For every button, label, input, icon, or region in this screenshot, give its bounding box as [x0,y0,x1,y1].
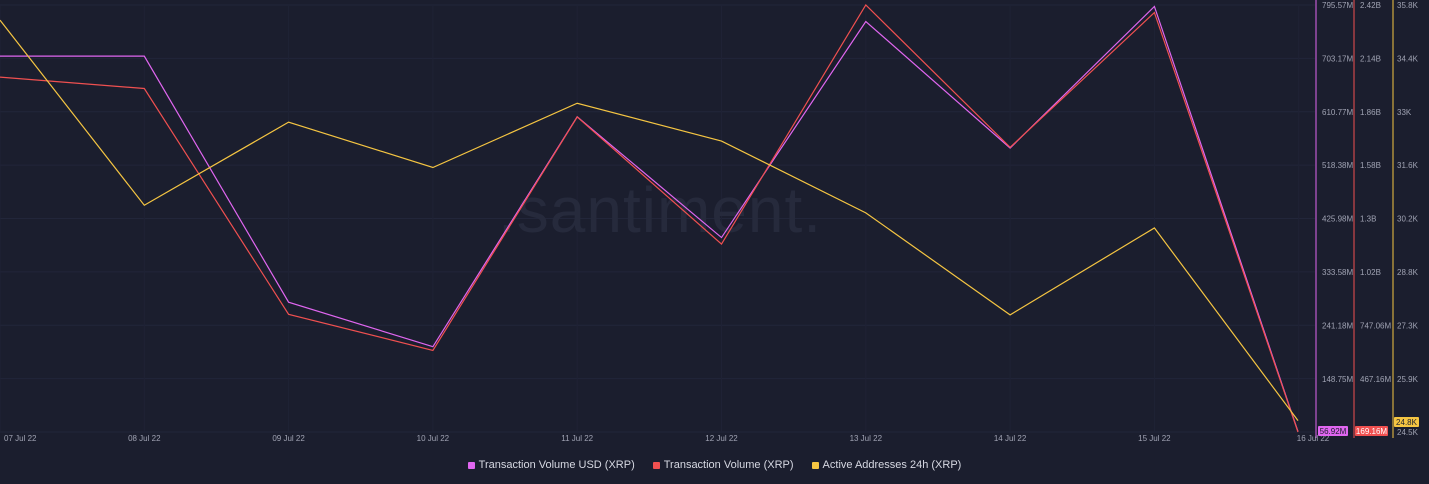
current-value-badges: 56.92M 169.16M 24.8K [1318,417,1419,436]
legend-item-transaction-volume-usd[interactable]: Transaction Volume USD (XRP) [467,459,635,471]
chart-legend: Transaction Volume USD (XRP) Transaction… [0,459,1429,471]
y-tick-label: 1.02B [1360,268,1381,277]
current-value-badge [1355,426,1388,436]
current-value-label: 169.16M [1356,427,1387,436]
y-tick-label: 25.9K [1397,375,1419,384]
x-axis-tick-labels: 07 Jul 22 08 Jul 22 09 Jul 22 10 Jul 22 11 J… [4,434,1330,443]
y-tick-label: 2.42B [1360,1,1381,10]
series-line [0,19,1299,422]
y-tick-label: 24.5K [1397,428,1419,437]
x-tick-label: 11 Jul 22 [561,434,593,443]
x-tick-label: 12 Jul 22 [705,434,738,443]
y-tick-label: 795.57M [1322,1,1353,10]
x-tick-label: 07 Jul 22 [4,434,37,443]
current-value-badge [1318,426,1348,436]
legend-swatch-icon [652,461,660,469]
y-tick-label: 1.86B [1360,108,1381,117]
y-tick-label: 333.58M [1322,268,1353,277]
y-tick-label: 33K [1397,108,1412,117]
y-tick-label: 2.14B [1360,54,1381,63]
y-tick-label: 610.77M [1322,108,1353,117]
y-tick-label: 34.4K [1397,54,1419,63]
y-tick-label: 703.17M [1322,54,1353,63]
y-tick-label: 35.8K [1397,1,1419,10]
y-tick-label: 31.6K [1397,161,1419,170]
x-tick-label: 09 Jul 22 [272,434,305,443]
current-value-badge [1394,417,1419,427]
y-tick-label: 1.58B [1360,161,1381,170]
legend-item-transaction-volume[interactable]: Transaction Volume (XRP) [652,459,794,471]
legend-swatch-icon [811,461,819,469]
x-tick-label: 15 Jul 22 [1138,434,1171,443]
y-tick-label: 28.8K [1397,268,1419,277]
x-tick-label: 14 Jul 22 [994,434,1027,443]
x-tick-label: 16 Jul 22 [1297,434,1330,443]
y-axis-tick-labels: 795.57M 703.17M 610.77M 518.38M 425.98M 333.5… [1322,1,1419,437]
legend-item-active-addresses[interactable]: Active Addresses 24h (XRP) [811,459,962,471]
y-tick-label: 1.3B [1360,215,1376,224]
current-value-label: 24.8K [1396,418,1418,427]
legend-label: Transaction Volume (XRP) [663,459,794,471]
y-tick-label: 518.38M [1322,161,1353,170]
legend-label: Transaction Volume USD (XRP) [478,459,635,471]
y-axis-lines [1315,0,1394,438]
legend-label: Active Addresses 24h (XRP) [822,459,962,471]
y-tick-label: 148.75M [1322,375,1353,384]
y-tick-label: 747.06M [1360,321,1391,330]
y-tick-label: 241.18M [1322,321,1353,330]
y-tick-label: 30.2K [1397,215,1419,224]
x-tick-label: 13 Jul 22 [850,434,883,443]
y-tick-label: 425.98M [1322,215,1353,224]
y-tick-label: 467.16M [1360,375,1391,384]
santiment-watermark: .santiment. [498,174,822,246]
x-tick-label: 08 Jul 22 [128,434,161,443]
chart-canvas: .santiment. 795.57M 703.17M 610.77M 518.38M… [0,0,1419,443]
x-tick-label: 10 Jul 22 [417,434,450,443]
current-value-label: 56.92M [1320,427,1347,436]
chart-grid [0,4,1315,433]
series-layer [0,4,1299,433]
series-line [0,5,1299,432]
legend-swatch-icon [467,461,475,469]
y-tick-label: 27.3K [1397,321,1419,330]
series-line [0,4,1299,433]
